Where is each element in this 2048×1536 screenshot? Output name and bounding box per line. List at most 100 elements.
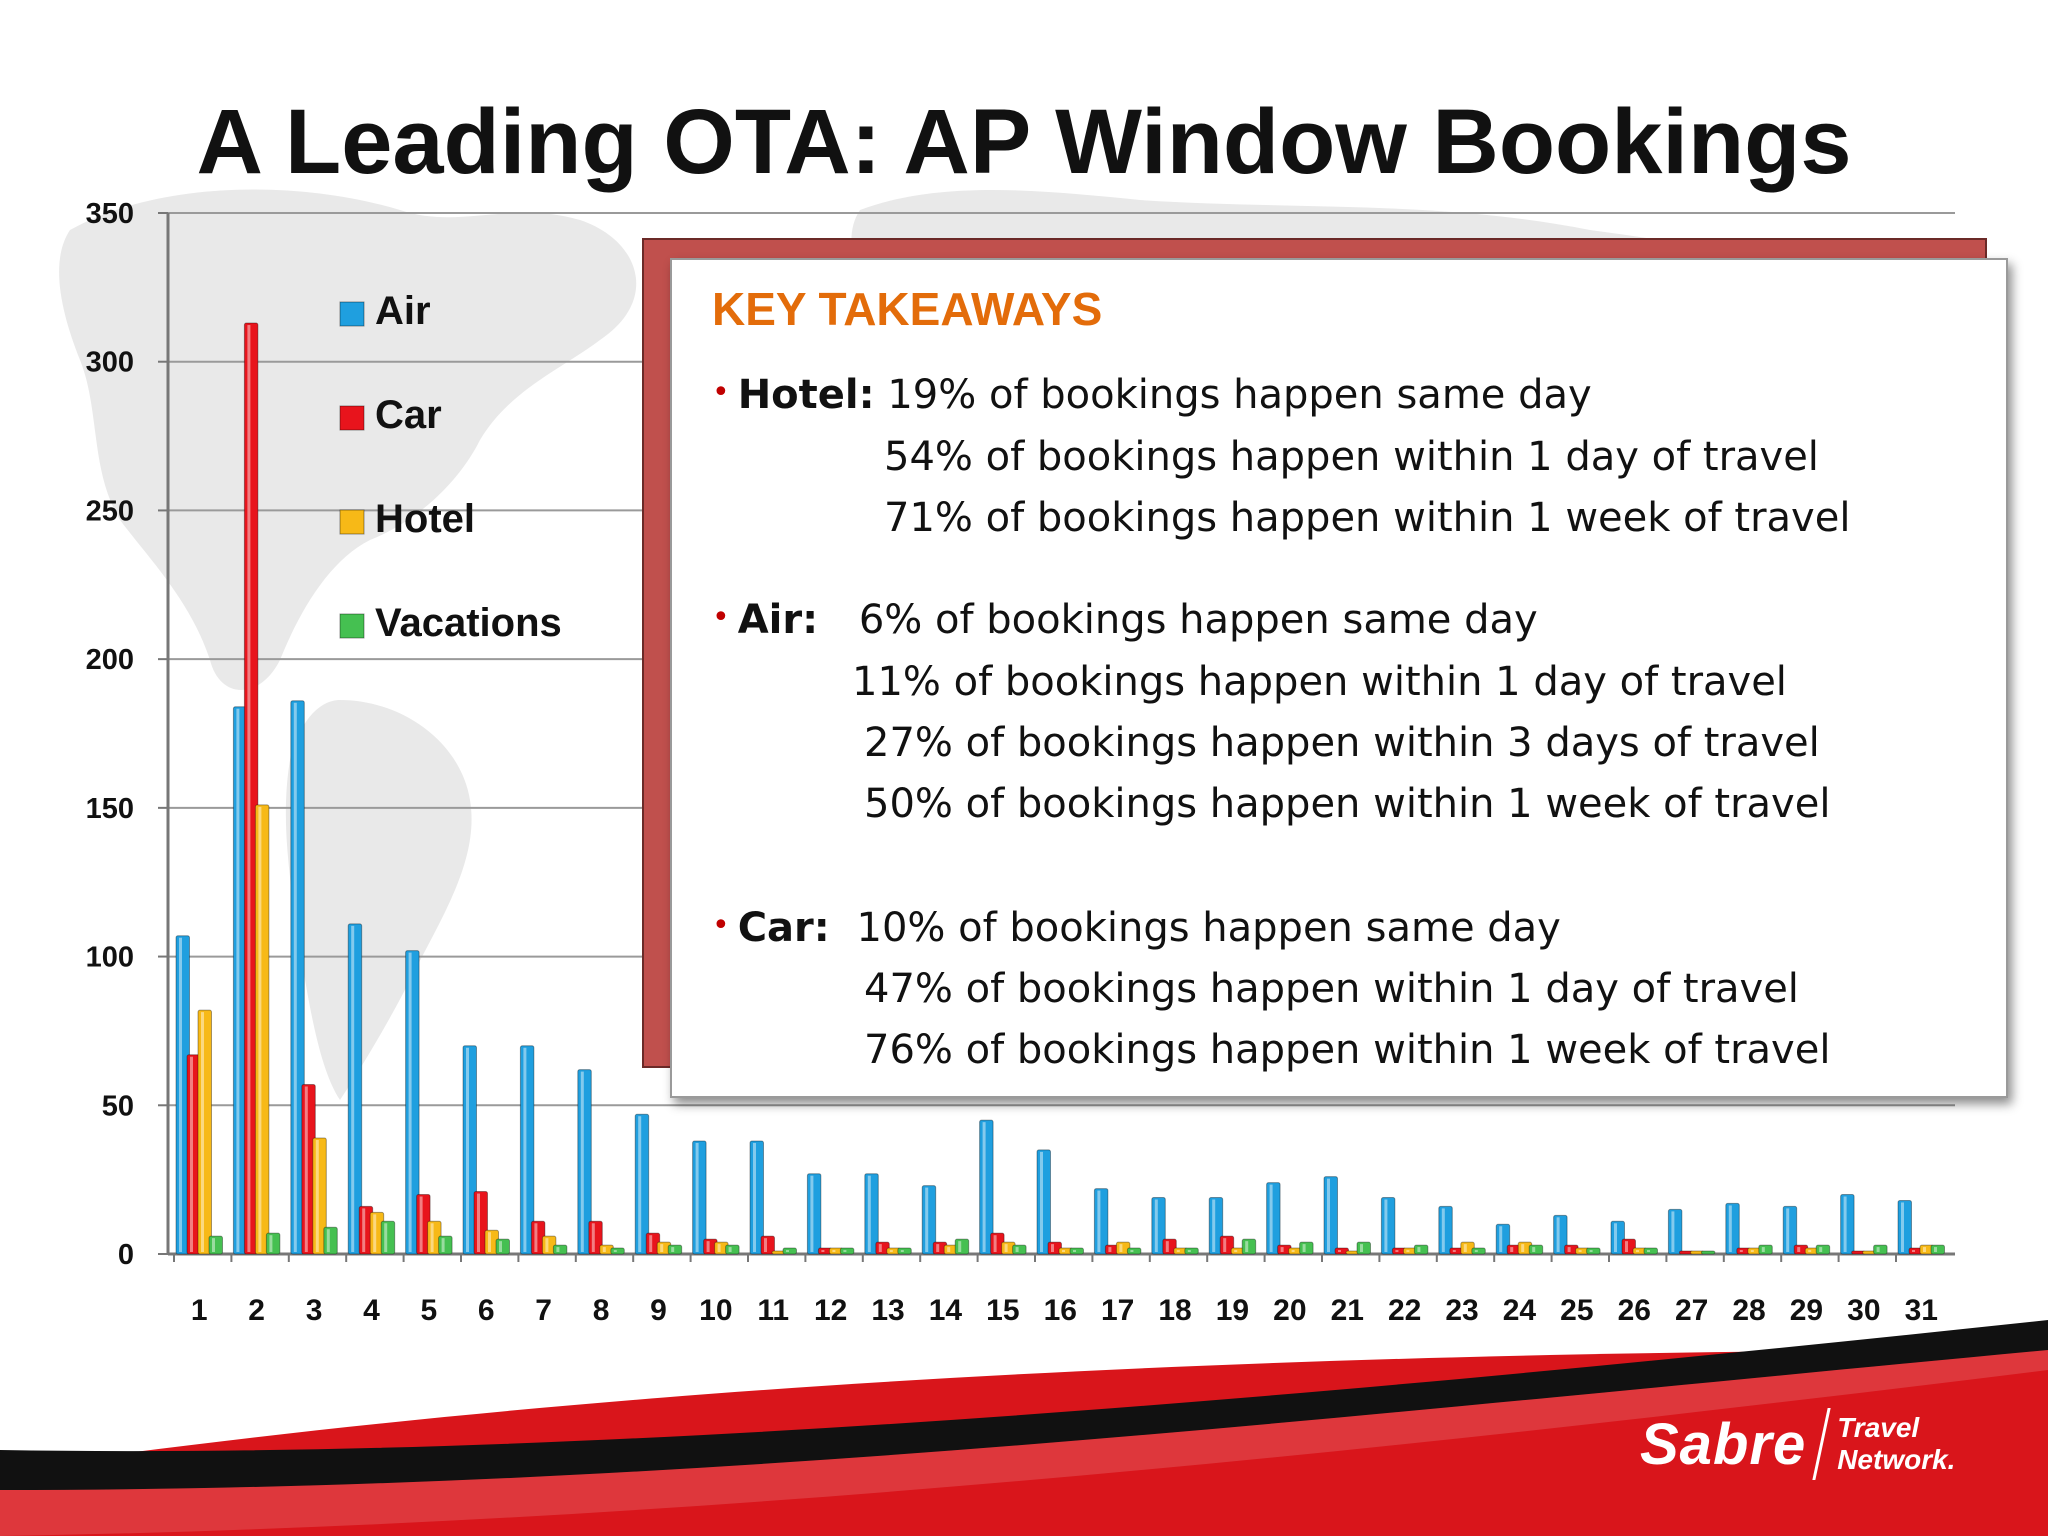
bar-air-5 bbox=[405, 950, 420, 1255]
footer-swoosh bbox=[0, 1320, 2048, 1536]
bar-highlight bbox=[1521, 1244, 1525, 1252]
x-tick-label: 21 bbox=[1331, 1294, 1364, 1327]
bar-air-14 bbox=[921, 1185, 937, 1255]
bar-highlight bbox=[843, 1250, 847, 1252]
bar-air-12 bbox=[806, 1173, 822, 1255]
bar-highlight bbox=[362, 1208, 366, 1252]
bar-highlight bbox=[1395, 1250, 1399, 1252]
bar-highlight bbox=[247, 325, 251, 1252]
bar-highlight bbox=[1452, 1250, 1456, 1252]
bar-vacations-30 bbox=[1873, 1244, 1888, 1255]
bar-highlight bbox=[1130, 1250, 1134, 1252]
bar-highlight bbox=[671, 1247, 675, 1252]
bar-vacations-27 bbox=[1700, 1250, 1716, 1255]
bar-highlight bbox=[1761, 1247, 1765, 1252]
bar-highlight bbox=[695, 1142, 699, 1252]
x-tick-label: 20 bbox=[1273, 1294, 1306, 1327]
bar-highlight bbox=[1474, 1250, 1478, 1252]
bar-highlight bbox=[408, 952, 412, 1252]
bar-air-13 bbox=[864, 1173, 879, 1255]
bar-highlight bbox=[1302, 1244, 1306, 1252]
bar-hotel-1 bbox=[197, 1009, 212, 1255]
y-tick-label: 300 bbox=[86, 347, 134, 379]
bar-highlight bbox=[706, 1241, 710, 1252]
bar-highlight bbox=[1636, 1250, 1639, 1252]
bar-vacations-15 bbox=[1012, 1244, 1027, 1255]
bullet-icon: • bbox=[712, 375, 730, 410]
x-tick-label: 27 bbox=[1675, 1294, 1708, 1327]
bar-highlight bbox=[1808, 1250, 1812, 1252]
bar-air-30 bbox=[1840, 1194, 1855, 1255]
bar-highlight bbox=[1291, 1250, 1295, 1252]
car-label: Car: bbox=[737, 905, 830, 951]
bar-vacations-16 bbox=[1069, 1247, 1084, 1255]
bar-highlight bbox=[1223, 1238, 1227, 1252]
bar-highlight bbox=[430, 1223, 434, 1252]
bar-air-21 bbox=[1323, 1176, 1338, 1255]
bar-highlight bbox=[1212, 1199, 1216, 1252]
bar-highlight bbox=[1097, 1190, 1101, 1252]
bar-car-19 bbox=[1219, 1235, 1235, 1255]
bar-vacations-26 bbox=[1643, 1247, 1658, 1255]
bar-highlight bbox=[1934, 1247, 1937, 1252]
bar-vacations-10 bbox=[725, 1244, 740, 1255]
bar-vacations-11 bbox=[782, 1247, 797, 1255]
x-tick-label: 14 bbox=[929, 1294, 963, 1327]
bar-vacations-4 bbox=[380, 1220, 396, 1255]
bar-air-31 bbox=[1897, 1199, 1912, 1255]
bar-highlight bbox=[878, 1244, 882, 1252]
bar-highlight bbox=[1728, 1205, 1732, 1252]
bar-highlight bbox=[556, 1247, 560, 1252]
bar-highlight bbox=[591, 1223, 595, 1252]
bar-highlight bbox=[419, 1196, 423, 1252]
legend-swatch-hotel bbox=[339, 509, 365, 535]
bar-air-20 bbox=[1266, 1182, 1281, 1255]
bar-highlight bbox=[441, 1238, 445, 1252]
bar-highlight bbox=[1234, 1250, 1238, 1252]
air-line-4: 50% of bookings happen within 1 week of … bbox=[864, 781, 1831, 827]
bar-highlight bbox=[993, 1235, 997, 1252]
bar-highlight bbox=[1280, 1247, 1284, 1252]
bar-highlight bbox=[936, 1244, 940, 1252]
bar-highlight bbox=[982, 1122, 986, 1252]
bar-highlight bbox=[293, 702, 297, 1252]
bar-vacations-7 bbox=[552, 1244, 568, 1255]
bar-hotel-2 bbox=[254, 804, 270, 1255]
bar-vacations-14 bbox=[954, 1238, 970, 1255]
bar-highlight bbox=[1051, 1244, 1054, 1252]
bar-highlight bbox=[1901, 1202, 1904, 1252]
bar-air-25 bbox=[1553, 1214, 1568, 1255]
bar-highlight bbox=[1417, 1247, 1421, 1252]
bar-highlight bbox=[1327, 1178, 1330, 1252]
bar-highlight bbox=[545, 1238, 549, 1252]
bar-vacations-8 bbox=[610, 1247, 625, 1255]
bar-highlight bbox=[753, 1142, 756, 1252]
bar-highlight bbox=[1360, 1244, 1363, 1252]
bar-highlight bbox=[236, 708, 240, 1252]
y-tick-label: 100 bbox=[86, 942, 134, 974]
bar-highlight bbox=[649, 1235, 653, 1252]
bar-highlight bbox=[1154, 1199, 1158, 1252]
bar-highlight bbox=[660, 1244, 664, 1252]
bar-highlight bbox=[1843, 1196, 1847, 1252]
bar-highlight bbox=[810, 1175, 814, 1252]
bar-vacations-23 bbox=[1471, 1247, 1486, 1255]
bar-highlight bbox=[1338, 1250, 1341, 1252]
bar-highlight bbox=[1384, 1199, 1388, 1252]
bar-car-26 bbox=[1621, 1238, 1636, 1255]
hotel-label: Hotel: bbox=[737, 372, 875, 418]
bullet-icon: • bbox=[712, 600, 730, 635]
bar-highlight bbox=[1176, 1250, 1180, 1252]
bar-vacations-28 bbox=[1758, 1244, 1773, 1255]
x-tick-label: 10 bbox=[699, 1294, 732, 1327]
bar-highlight bbox=[304, 1086, 308, 1252]
x-tick-label: 26 bbox=[1618, 1294, 1651, 1327]
logo-divider bbox=[1812, 1408, 1831, 1480]
bar-air-15 bbox=[979, 1119, 994, 1255]
bar-highlight bbox=[1614, 1223, 1617, 1252]
bar-highlight bbox=[925, 1187, 929, 1252]
x-tick-label: 12 bbox=[814, 1294, 847, 1327]
bar-highlight bbox=[1876, 1247, 1880, 1252]
air-takeaway-1: • Air: 6% of bookings happen same day bbox=[712, 597, 1538, 643]
bar-car-18 bbox=[1162, 1238, 1177, 1255]
